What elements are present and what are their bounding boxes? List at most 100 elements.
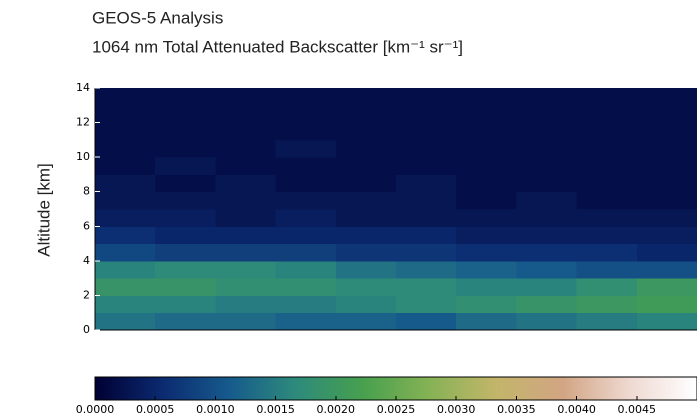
heatmap-cell	[636, 260, 697, 279]
heatmap-cell	[275, 139, 337, 158]
heatmap-cell	[456, 88, 517, 106]
heatmap-cell	[456, 209, 517, 227]
heatmap-cell	[215, 157, 277, 175]
heatmap-cell	[456, 139, 517, 158]
heatmap-cell	[516, 243, 578, 262]
chart-subtitle: 1064 nm Total Attenuated Backscatter [km…	[92, 37, 463, 56]
heatmap-cell	[215, 278, 277, 296]
heatmap-cell	[636, 105, 697, 124]
heatmap-cell	[95, 260, 156, 279]
heatmap-cell	[335, 88, 397, 106]
heatmap-cell	[215, 88, 277, 106]
colorbar-tick-label: 0.0040	[557, 403, 596, 416]
heatmap-cell	[636, 122, 697, 141]
y-tick-label: 6	[83, 219, 90, 232]
heatmap-cell	[335, 260, 397, 279]
heatmap-cell	[396, 295, 457, 314]
heatmap-cell	[275, 157, 337, 175]
heatmap-cell	[95, 122, 156, 141]
heatmap-cell	[396, 105, 457, 124]
heatmap-cell	[335, 191, 397, 210]
heatmap-cell	[636, 139, 697, 158]
heatmap-cell	[456, 278, 517, 296]
heatmap-cell	[155, 191, 216, 210]
heatmap-cell	[576, 122, 638, 141]
colorbar-tick-label: 0.0035	[497, 403, 536, 416]
heatmap-cell	[95, 174, 156, 193]
heatmap-cell	[396, 260, 457, 279]
heatmap-cell	[215, 243, 277, 262]
heatmap-cell	[155, 226, 216, 245]
heatmap-cell	[215, 209, 277, 227]
heatmap-cell	[215, 312, 277, 331]
heatmap-cell	[95, 157, 156, 175]
y-tick-label: 12	[76, 116, 90, 129]
heatmap-cell	[576, 278, 638, 296]
y-tick-label: 4	[83, 254, 90, 267]
heatmap-cell	[516, 226, 578, 245]
heatmap-cell	[335, 278, 397, 296]
heatmap-cell	[636, 226, 697, 245]
heatmap-cell	[396, 312, 457, 331]
heatmap-cell	[516, 139, 578, 158]
heatmap-cell	[396, 139, 457, 158]
heatmap-cell	[215, 122, 277, 141]
heatmap-cell	[335, 243, 397, 262]
heatmap-cell	[155, 278, 216, 296]
colorbar-tick-label: 0.0030	[437, 403, 476, 416]
heatmap-cell	[155, 243, 216, 262]
heatmap-cell	[275, 209, 337, 227]
heatmap-cell	[215, 174, 277, 193]
heatmap-cell	[155, 157, 216, 175]
heatmap-cell	[636, 174, 697, 193]
heatmap-cell	[275, 260, 337, 279]
y-tick-label: 8	[83, 185, 90, 198]
heatmap-cell	[516, 278, 578, 296]
heatmap-cell	[275, 191, 337, 210]
heatmap-cell	[456, 105, 517, 124]
heatmap-cell	[155, 88, 216, 106]
heatmap-cell	[456, 157, 517, 175]
y-tick-label: 14	[76, 81, 90, 94]
heatmap-cell	[456, 312, 517, 331]
heatmap-cell	[396, 191, 457, 210]
heatmap-cell	[215, 295, 277, 314]
heatmap-cell	[215, 105, 277, 124]
heatmap-cell	[95, 226, 156, 245]
heatmap-cell	[576, 243, 638, 262]
heatmap-cell	[155, 209, 216, 227]
heatmap-cell	[95, 243, 156, 262]
colorbar-tick-label: 0.0000	[76, 403, 115, 416]
heatmap-cell	[456, 174, 517, 193]
heatmap-cell	[95, 105, 156, 124]
heatmap-cell	[576, 174, 638, 193]
y-axis-label: Altitude [km]	[34, 163, 53, 257]
heatmap-cell	[275, 243, 337, 262]
heatmap-cell	[95, 312, 156, 331]
heatmap-cell	[335, 122, 397, 141]
heatmap-cell	[576, 191, 638, 210]
heatmap-cell	[516, 157, 578, 175]
heatmap-cell	[576, 226, 638, 245]
heatmap-cell	[576, 312, 638, 331]
heatmap-cell	[396, 122, 457, 141]
heatmap-cell	[396, 88, 457, 106]
heatmap-cell	[335, 174, 397, 193]
heatmap-cell	[275, 174, 337, 193]
heatmap-cell	[456, 226, 517, 245]
heatmap-cell	[335, 139, 397, 158]
heatmap-cell	[576, 295, 638, 314]
heatmap-cell	[335, 105, 397, 124]
heatmap-cell	[275, 278, 337, 296]
heatmap-cell	[516, 312, 578, 331]
heatmap-cell	[516, 88, 578, 106]
heatmap-cell	[516, 105, 578, 124]
heatmap-cell	[516, 295, 578, 314]
heatmap-cell	[576, 139, 638, 158]
heatmap-cell	[275, 295, 337, 314]
y-tick-label: 2	[83, 288, 90, 301]
heatmap-cell	[516, 191, 578, 210]
y-tick-label: 0	[83, 323, 90, 336]
heatmap-cell	[95, 139, 156, 158]
heatmap-cell	[516, 122, 578, 141]
